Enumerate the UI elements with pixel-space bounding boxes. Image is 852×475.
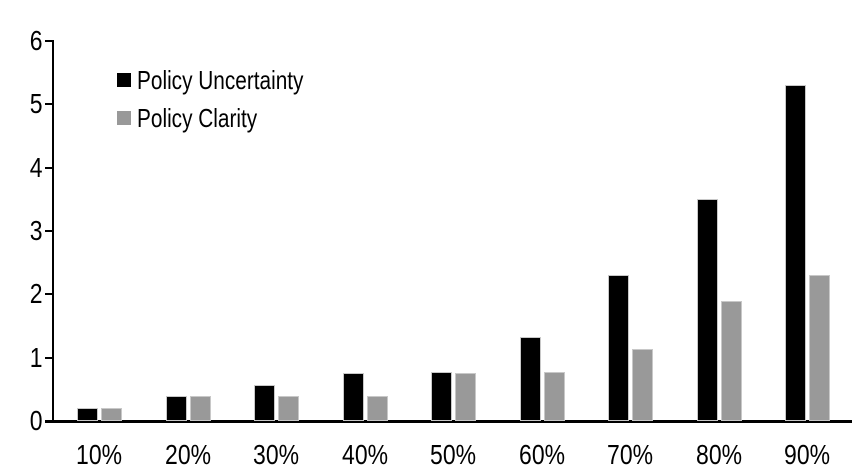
bar-policy-clarity — [278, 396, 299, 421]
legend-item: Policy Clarity — [117, 103, 287, 133]
y-tick-mark — [45, 293, 53, 296]
x-tick-label: 60% — [519, 439, 565, 470]
x-tick-label: 40% — [342, 439, 388, 470]
y-tick-label: 6 — [30, 25, 43, 56]
bar-policy-uncertainty — [166, 396, 187, 421]
x-tick-label: 70% — [607, 439, 653, 470]
bar-policy-uncertainty — [697, 199, 718, 421]
y-axis-line — [52, 40, 54, 422]
x-tick-label: 90% — [784, 439, 830, 470]
bar-policy-uncertainty — [785, 85, 806, 421]
bar-policy-uncertainty — [431, 372, 452, 421]
bar-policy-clarity — [544, 372, 565, 421]
bar-policy-uncertainty — [77, 408, 98, 421]
y-tick-label: 2 — [30, 278, 43, 310]
legend-label: Policy Clarity — [137, 103, 258, 133]
y-tick-mark — [45, 166, 53, 169]
y-tick-mark — [45, 230, 53, 232]
bar-policy-clarity — [721, 301, 742, 421]
bar-policy-uncertainty — [343, 373, 364, 421]
bar-policy-uncertainty — [520, 337, 541, 421]
legend-item: Policy Uncertainty — [117, 65, 345, 95]
y-tick-label: 4 — [30, 151, 43, 183]
bar-policy-clarity — [190, 396, 211, 421]
y-tick-mark — [45, 40, 53, 42]
bar-policy-clarity — [632, 349, 653, 421]
y-tick-mark — [45, 420, 53, 422]
x-tick-label: 20% — [165, 439, 211, 470]
y-tick-label: 3 — [30, 215, 43, 246]
x-axis-line — [45, 420, 852, 423]
bar-policy-clarity — [367, 396, 388, 421]
legend-swatch-icon — [117, 73, 131, 87]
y-tick-label: 0 — [30, 405, 43, 436]
bar-policy-clarity — [809, 275, 830, 421]
x-tick-label: 30% — [253, 439, 299, 470]
y-tick-mark — [45, 356, 53, 359]
bar-policy-clarity — [455, 373, 476, 421]
bar-policy-clarity — [101, 408, 122, 421]
y-tick-label: 1 — [30, 341, 43, 373]
y-tick-mark — [45, 103, 53, 106]
y-tick-label: 5 — [30, 88, 43, 120]
x-tick-label: 10% — [76, 439, 122, 470]
bar-policy-uncertainty — [254, 385, 275, 421]
x-tick-label: 80% — [696, 439, 742, 470]
bar-policy-uncertainty — [608, 275, 629, 421]
legend-label: Policy Uncertainty — [137, 65, 304, 95]
legend-swatch-icon — [117, 111, 131, 125]
x-tick-label: 50% — [430, 439, 476, 470]
